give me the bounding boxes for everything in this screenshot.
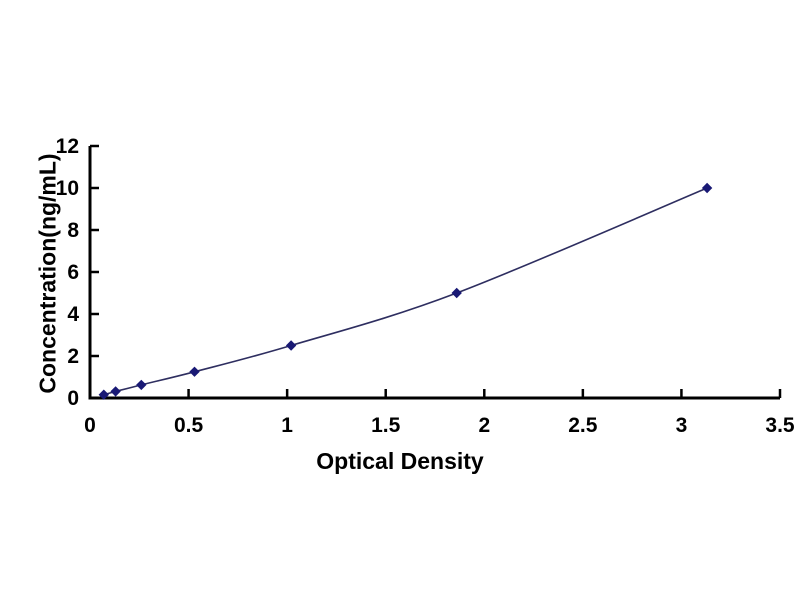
y-tick-label: 12 [56, 135, 79, 158]
x-tick-label: 3.5 [765, 414, 795, 437]
x-tick-label: 1.5 [371, 414, 401, 437]
data-point-marker [285, 340, 297, 351]
data-point-marker [98, 389, 109, 400]
y-tick-label: 2 [67, 345, 79, 368]
y-tick-label: 6 [67, 261, 79, 284]
x-tick-label: 0.5 [174, 414, 204, 437]
x-tick-label: 1 [281, 414, 293, 437]
x-axis-title: Optical Density [316, 448, 484, 474]
data-point-marker [451, 287, 462, 299]
data-point-marker [136, 379, 147, 391]
data-point-marker [189, 366, 200, 377]
series-line [103, 187, 708, 396]
y-tick-label: 10 [56, 177, 79, 200]
y-tick-label: 8 [67, 219, 79, 242]
y-axis-title: Concentration(ng/mL) [34, 153, 61, 394]
data-point-marker [110, 386, 121, 397]
x-tick-label: 2.5 [568, 414, 598, 437]
x-tick-label: 3 [676, 414, 688, 437]
x-tick-label: 2 [478, 414, 490, 437]
x-tick-label: 0 [84, 414, 96, 437]
data-point-marker [701, 182, 713, 194]
y-tick-label: 0 [67, 387, 79, 410]
y-tick-label: 4 [67, 303, 79, 326]
